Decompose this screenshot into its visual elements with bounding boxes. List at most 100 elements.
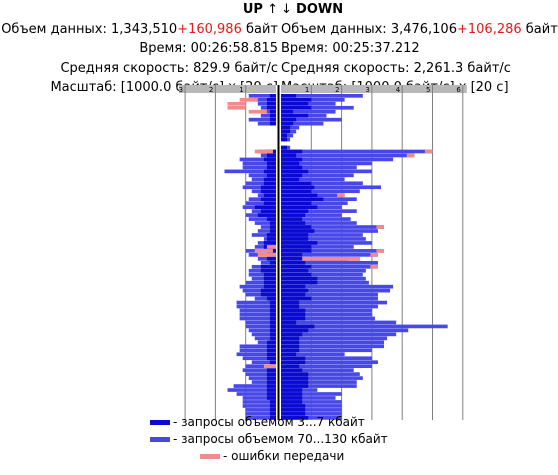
up-speed-line: Средняя скорость: 829.9 байт/с (1, 59, 278, 79)
down-bar-large (281, 412, 342, 416)
down-bar-small (281, 272, 312, 277)
down-tick-label: 3 (365, 86, 369, 94)
up-bar-large (227, 388, 276, 392)
up-bar-small (266, 348, 276, 353)
down-bar-large (281, 300, 388, 305)
down-bar-large (281, 364, 372, 369)
up-bar-small (254, 205, 276, 209)
down-bar-small (281, 125, 291, 130)
down-bar-small (281, 380, 309, 384)
down-bar-small (281, 177, 300, 182)
down-bar-large (281, 376, 363, 380)
down-bar-large (281, 165, 357, 170)
legend-item-small: - запросы объемом 3...7 кбайт (150, 414, 388, 431)
down-bar-small (281, 153, 297, 158)
up-bar-small (269, 117, 276, 122)
up-bar-large (239, 348, 276, 353)
down-bar-large (281, 229, 378, 233)
legend-label-large: - запросы объемом 70...130 кбайт (173, 432, 388, 446)
down-bar-small (281, 113, 309, 118)
up-time-value: 00:26:58.815 (190, 41, 278, 56)
up-bar-large (245, 412, 276, 416)
down-bar-large (281, 396, 336, 400)
down-bar-large (281, 157, 394, 162)
up-bar-small (269, 312, 276, 317)
down-bar-large (281, 308, 372, 313)
up-bar-small (269, 320, 276, 325)
down-bar-small (281, 109, 294, 114)
down-bar-large (281, 380, 357, 384)
up-bar-large (236, 304, 276, 309)
up-bar-small (263, 177, 276, 182)
down-bar-large (281, 352, 345, 357)
up-bar-small (266, 392, 276, 396)
down-bar-small (281, 392, 303, 396)
down-tick-label: 5 (426, 86, 430, 94)
down-bar-small (281, 209, 309, 213)
down-bar-large (281, 117, 342, 122)
up-bar-small (266, 237, 276, 241)
up-bar-large (239, 308, 276, 313)
down-bar-small (281, 292, 306, 297)
up-bar-large (254, 336, 276, 341)
down-bar-large (281, 221, 357, 225)
down-bar-large (281, 169, 372, 174)
up-bar-small (257, 213, 276, 217)
down-bar-small (281, 408, 306, 412)
down-bar-large (281, 105, 354, 110)
down-bar-small (281, 412, 306, 416)
down-bar-small (281, 229, 315, 233)
down-bar-large (281, 404, 342, 408)
up-bar-large (242, 165, 276, 170)
up-bar-small (269, 229, 276, 233)
up-time-label: Время: (139, 41, 187, 56)
up-bar-large (248, 328, 276, 333)
up-volume-unit: байт (245, 21, 278, 37)
up-bar-small (266, 388, 276, 392)
down-bar-large (281, 276, 366, 281)
down-bar-error (424, 149, 433, 154)
down-bar-error (370, 264, 378, 269)
up-bar-small (269, 300, 276, 305)
up-bar-error (227, 105, 246, 110)
up-bar-small (263, 284, 276, 289)
legend-item-error: - ошибки передачи (150, 448, 388, 465)
down-bar-small (281, 340, 300, 345)
up-bar-small (266, 161, 276, 166)
down-speed-value: 2,261.3 байт/с (413, 60, 511, 76)
down-bar-small (281, 316, 306, 321)
up-speed-label: Средняя скорость: (60, 60, 189, 76)
down-bar-small (281, 300, 300, 305)
up-bar-small (266, 340, 276, 345)
down-bar-large (281, 296, 378, 301)
up-bar-large (242, 161, 276, 166)
down-bar-large (281, 368, 354, 372)
up-bar-large (260, 113, 276, 118)
down-bar-small (281, 320, 297, 325)
down-bar-large (281, 360, 378, 365)
up-bar-small (266, 380, 276, 384)
up-bar-large (251, 332, 276, 337)
down-bar-error (406, 153, 415, 158)
down-bar-large (281, 245, 354, 249)
down-bar-large (281, 217, 351, 221)
down-bar-small (281, 352, 297, 357)
up-bar-large (248, 272, 276, 277)
up-bar-large (242, 404, 276, 408)
down-bar-large (281, 249, 385, 253)
down-bar-large (281, 161, 372, 166)
down-bar-large (281, 260, 378, 265)
down-tick-label: 6 (456, 86, 461, 94)
up-bar-small (266, 233, 276, 237)
up-bar-large (245, 324, 276, 329)
up-bar-large (245, 181, 276, 186)
down-bar-large (281, 312, 372, 317)
up-scale-label: Масштаб: (50, 80, 117, 95)
down-bar-large (281, 348, 372, 353)
down-bar-small (281, 217, 303, 221)
down-bar-large (281, 101, 336, 106)
up-bar-small (263, 193, 276, 198)
up-bar-small (266, 101, 276, 106)
up-bar-large (248, 94, 276, 98)
down-bar-error (302, 257, 360, 261)
